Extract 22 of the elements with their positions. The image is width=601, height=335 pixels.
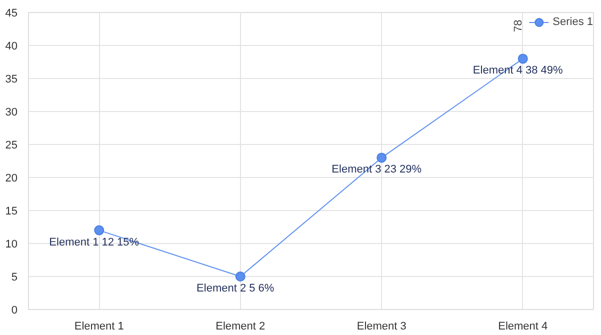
y-tick-label: 15	[5, 206, 18, 218]
x-tick-label: Element 1	[74, 320, 124, 332]
y-tick-label: 10	[5, 238, 18, 250]
legend-label: Series 1	[552, 16, 593, 28]
y-tick-label: 45	[5, 8, 18, 20]
point	[518, 54, 528, 64]
y-tick-label: 35	[5, 74, 18, 86]
y-tick-label: 20	[5, 172, 18, 184]
x-tick-label: Element 4	[498, 320, 548, 332]
y-tick-label: 25	[5, 140, 18, 152]
y-tick-label: 30	[5, 106, 18, 118]
point	[94, 225, 104, 236]
point	[235, 272, 246, 282]
point	[376, 152, 387, 163]
x-tick-label: Element 3	[356, 320, 406, 332]
y-tick-label: 40	[5, 40, 18, 52]
x-tick-label: Element 2	[216, 320, 266, 332]
y-tick-label: 0	[11, 304, 18, 316]
data-label: Element 1 12 15%	[49, 236, 140, 248]
y-tick-label: 5	[11, 272, 18, 284]
legend-title: 78	[512, 18, 525, 32]
data-label: Element 2 5 6%	[196, 282, 274, 294]
